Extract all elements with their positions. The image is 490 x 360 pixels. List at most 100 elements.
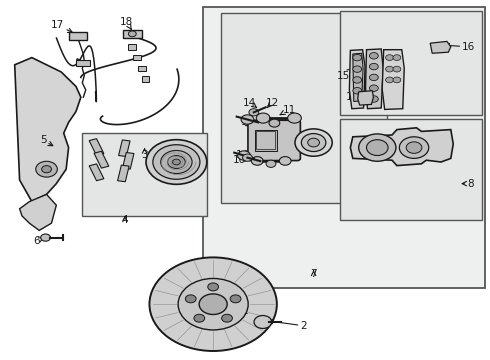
Text: 10: 10 <box>233 155 249 165</box>
Circle shape <box>353 66 362 72</box>
Circle shape <box>386 66 393 72</box>
Circle shape <box>161 150 192 174</box>
Bar <box>340 119 482 220</box>
Circle shape <box>399 137 429 158</box>
Text: 16: 16 <box>445 42 476 52</box>
Polygon shape <box>349 50 365 109</box>
Text: 17: 17 <box>51 20 73 32</box>
Text: 9: 9 <box>240 117 250 127</box>
Circle shape <box>238 151 250 160</box>
Circle shape <box>230 295 241 303</box>
Circle shape <box>128 31 136 37</box>
Text: 2: 2 <box>269 319 307 331</box>
Polygon shape <box>430 41 451 53</box>
Text: 5: 5 <box>40 135 53 146</box>
Circle shape <box>241 115 254 124</box>
Text: 15: 15 <box>336 69 352 81</box>
Polygon shape <box>382 50 404 109</box>
Circle shape <box>386 77 393 83</box>
Circle shape <box>168 156 185 168</box>
Circle shape <box>199 294 227 315</box>
Bar <box>128 44 136 50</box>
Circle shape <box>221 314 232 322</box>
FancyBboxPatch shape <box>248 120 300 161</box>
Bar <box>82 133 207 216</box>
Polygon shape <box>353 53 363 102</box>
Circle shape <box>406 142 422 153</box>
Circle shape <box>386 55 393 60</box>
Bar <box>122 30 142 38</box>
Bar <box>203 7 485 288</box>
Bar <box>94 151 109 168</box>
Circle shape <box>146 140 207 184</box>
Text: 8: 8 <box>462 179 474 189</box>
Circle shape <box>249 109 259 116</box>
Circle shape <box>172 159 180 165</box>
Circle shape <box>36 161 57 177</box>
Bar <box>89 139 104 156</box>
Circle shape <box>369 74 378 81</box>
Circle shape <box>353 54 362 61</box>
Circle shape <box>266 160 276 167</box>
Bar <box>89 164 104 181</box>
Circle shape <box>256 113 270 123</box>
Circle shape <box>353 77 362 83</box>
Bar <box>255 130 277 151</box>
Text: 18: 18 <box>120 17 133 29</box>
Polygon shape <box>350 128 453 166</box>
Circle shape <box>393 77 401 83</box>
Text: 12: 12 <box>265 98 279 108</box>
Bar <box>340 11 482 115</box>
Polygon shape <box>15 58 81 202</box>
Text: 6: 6 <box>33 236 43 246</box>
Bar <box>69 32 87 40</box>
Text: 7: 7 <box>310 269 317 279</box>
Circle shape <box>42 166 51 173</box>
Bar <box>138 66 146 71</box>
Circle shape <box>393 55 401 60</box>
Text: 1: 1 <box>220 304 248 316</box>
Polygon shape <box>20 194 56 230</box>
Circle shape <box>269 119 280 127</box>
Circle shape <box>393 66 401 72</box>
Bar <box>119 140 130 157</box>
Circle shape <box>295 129 332 156</box>
Text: 13: 13 <box>255 152 269 162</box>
Circle shape <box>369 96 378 102</box>
Text: 11: 11 <box>278 155 293 165</box>
Bar <box>142 76 149 82</box>
Bar <box>76 60 90 66</box>
Text: 14: 14 <box>236 150 249 160</box>
Bar <box>122 153 134 169</box>
Circle shape <box>149 257 277 351</box>
Text: 3: 3 <box>141 149 148 160</box>
Circle shape <box>178 279 248 330</box>
Bar <box>133 55 141 60</box>
Circle shape <box>153 145 200 179</box>
Polygon shape <box>358 91 373 105</box>
Text: 16: 16 <box>346 92 362 102</box>
Text: 11: 11 <box>280 105 296 115</box>
Circle shape <box>279 157 291 165</box>
Circle shape <box>369 85 378 91</box>
Circle shape <box>353 87 362 94</box>
Circle shape <box>369 53 378 59</box>
Bar <box>220 13 387 203</box>
Circle shape <box>194 314 205 322</box>
Text: 14: 14 <box>243 98 257 108</box>
Circle shape <box>308 138 319 147</box>
Circle shape <box>251 157 263 165</box>
Circle shape <box>254 315 271 328</box>
Circle shape <box>208 283 219 291</box>
Text: 4: 4 <box>122 215 128 225</box>
Bar <box>118 165 129 182</box>
Circle shape <box>367 140 388 156</box>
Circle shape <box>243 154 252 161</box>
Circle shape <box>41 234 50 241</box>
Circle shape <box>301 134 326 152</box>
Circle shape <box>185 295 196 303</box>
Bar <box>256 131 275 149</box>
Polygon shape <box>366 49 383 109</box>
Circle shape <box>369 63 378 70</box>
Circle shape <box>359 134 396 161</box>
